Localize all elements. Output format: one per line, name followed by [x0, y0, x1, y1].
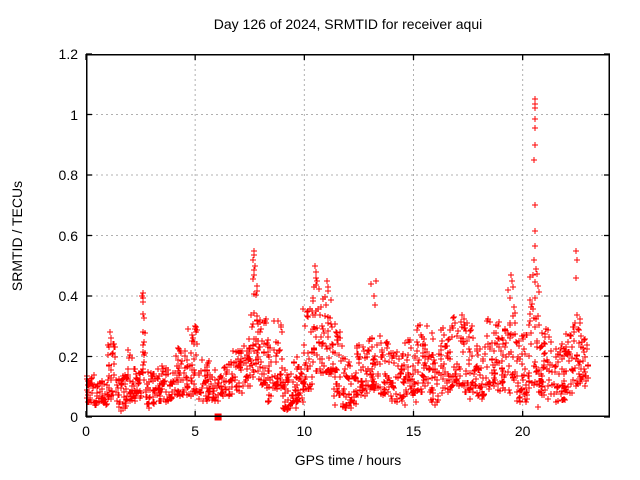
y-tick-label: 1.2 [58, 46, 78, 62]
plot-frame [86, 54, 610, 417]
x-tick-label: 10 [296, 423, 313, 439]
x-tick-label: 5 [191, 423, 200, 439]
data-points [84, 96, 591, 421]
x-tick-label: 20 [514, 423, 531, 439]
x-axis-label: GPS time / hours [294, 452, 402, 468]
y-tick-label: 0.2 [58, 348, 78, 365]
y-tick-label: 0.8 [58, 167, 78, 183]
y-tick-label: 0.6 [58, 227, 78, 244]
plot-title: Day 126 of 2024, SRMTID for receiver aqu… [213, 16, 483, 32]
y-axis-label: SRMTID / TECUs [9, 180, 25, 292]
y-tick-label: 0.4 [58, 288, 78, 304]
y-tick-label: 1 [70, 106, 78, 123]
x-tick-label: 15 [405, 423, 422, 439]
x-tick-label: 0 [82, 423, 90, 439]
gridlines [86, 54, 610, 417]
scatter-plot [84, 53, 610, 421]
y-tick-label: 0 [70, 409, 78, 425]
